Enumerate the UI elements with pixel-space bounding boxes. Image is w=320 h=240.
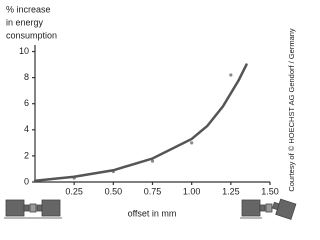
y-axis-title: % increase [6, 4, 51, 14]
y-tick-label: 6 [24, 98, 29, 108]
data-point [190, 141, 194, 145]
motor-icon-left [4, 199, 62, 219]
chart: % increase in energy consumption offset … [4, 4, 297, 220]
y-tick-label: 0 [24, 176, 29, 186]
x-tick-label: 0.75 [144, 186, 162, 196]
x-tick-label: 1.25 [222, 186, 240, 196]
x-axis-title: offset in mm [128, 208, 177, 218]
y-tick-label: 10 [19, 46, 29, 56]
motor-icon-right [240, 198, 297, 220]
x-tick-label: 1.00 [183, 186, 201, 196]
x-tick-label: 1.50 [261, 186, 279, 196]
data-point [150, 159, 155, 163]
y-axis-title: in energy [6, 17, 44, 27]
fit-curve [33, 63, 248, 182]
x-tick-label: 0.50 [105, 186, 123, 196]
x-tick-label: 0.25 [65, 186, 83, 196]
data-point [229, 73, 233, 77]
y-tick-label: 8 [24, 72, 29, 82]
credit: Courtesy of © HOECHST AG Gendorf / Germa… [287, 28, 296, 192]
y-tick-label: 4 [24, 124, 29, 134]
y-tick-label: 2 [24, 150, 29, 160]
y-axis-title: consumption [6, 30, 57, 40]
